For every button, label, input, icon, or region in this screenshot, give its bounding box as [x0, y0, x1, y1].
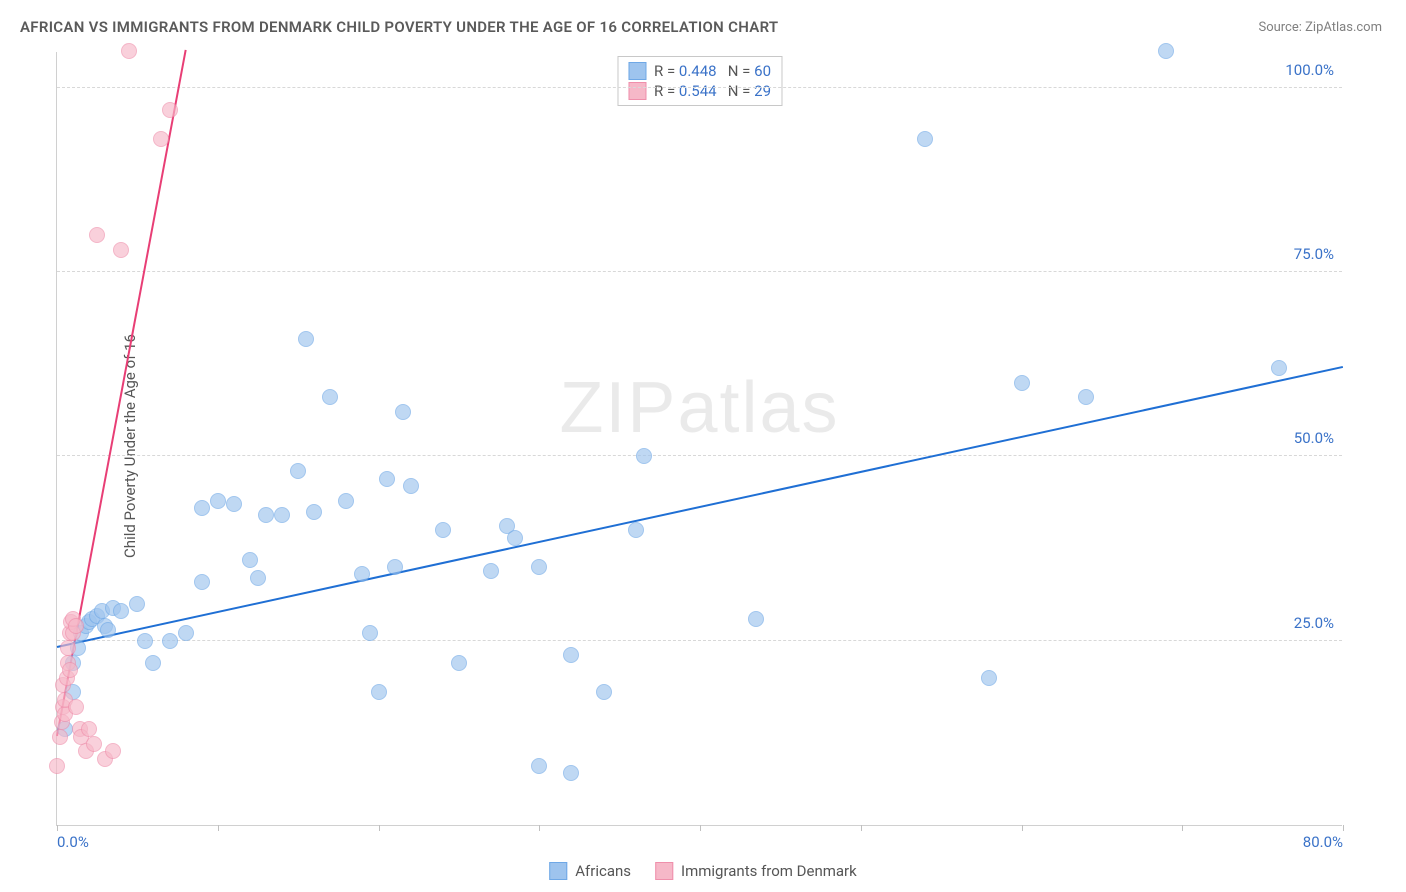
data-point: [68, 618, 84, 634]
stats-legend-row: R = 0.448 N = 60: [628, 61, 771, 81]
legend-label: Africans: [575, 862, 631, 880]
data-point: [435, 522, 451, 538]
x-tick-label: 0.0%: [57, 833, 89, 851]
legend-stats-text: R = 0.448 N = 60: [654, 62, 771, 80]
data-point: [298, 331, 314, 347]
data-point: [60, 640, 76, 656]
data-point: [68, 699, 84, 715]
data-point: [1078, 389, 1094, 405]
data-point: [250, 570, 266, 586]
data-point: [507, 530, 523, 546]
x-tick-label: 80.0%: [1303, 833, 1343, 851]
data-point: [100, 622, 116, 638]
data-point: [1158, 43, 1174, 59]
data-point: [362, 625, 378, 641]
data-point: [162, 633, 178, 649]
data-point: [628, 522, 644, 538]
gridline-h: [57, 455, 1342, 456]
data-point: [379, 471, 395, 487]
data-point: [105, 743, 121, 759]
data-point: [258, 507, 274, 523]
x-tick: [57, 825, 58, 831]
data-point: [636, 448, 652, 464]
data-point: [290, 463, 306, 479]
data-point: [113, 242, 129, 258]
data-point: [531, 758, 547, 774]
legend-label: Immigrants from Denmark: [681, 862, 857, 880]
data-point: [403, 478, 419, 494]
data-point: [981, 670, 997, 686]
data-point: [306, 504, 322, 520]
data-point: [129, 596, 145, 612]
x-tick: [218, 825, 219, 831]
data-point: [242, 552, 258, 568]
data-point: [596, 684, 612, 700]
data-point: [145, 655, 161, 671]
data-point: [371, 684, 387, 700]
data-point: [274, 507, 290, 523]
data-point: [89, 227, 105, 243]
legend-swatch: [549, 862, 567, 880]
chart-title: AFRICAN VS IMMIGRANTS FROM DENMARK CHILD…: [20, 18, 778, 36]
data-point: [917, 131, 933, 147]
data-point: [49, 758, 65, 774]
data-point: [563, 765, 579, 781]
data-point: [226, 496, 242, 512]
legend-swatch: [655, 862, 673, 880]
gridline-h: [57, 640, 1342, 641]
data-point: [178, 625, 194, 641]
y-tick-label: 50.0%: [1294, 429, 1334, 447]
scatter-plot: ZIPatlas R = 0.448 N = 60 R = 0.544 N = 2…: [56, 52, 1342, 826]
data-point: [395, 404, 411, 420]
data-point: [563, 647, 579, 663]
legend-stats-text: R = 0.544 N = 29: [654, 82, 771, 100]
data-point: [137, 633, 153, 649]
x-tick: [1182, 825, 1183, 831]
data-point: [153, 131, 169, 147]
data-point: [86, 736, 102, 752]
x-tick: [539, 825, 540, 831]
data-point: [483, 563, 499, 579]
x-tick: [1343, 825, 1344, 831]
stats-legend-row: R = 0.544 N = 29: [628, 81, 771, 101]
data-point: [387, 559, 403, 575]
data-point: [531, 559, 547, 575]
data-point: [52, 729, 68, 745]
data-point: [748, 611, 764, 627]
legend-item: Africans: [549, 862, 631, 880]
data-point: [1014, 375, 1030, 391]
legend-item: Immigrants from Denmark: [655, 862, 857, 880]
y-tick-label: 100.0%: [1285, 61, 1334, 79]
data-point: [322, 389, 338, 405]
data-point: [81, 721, 97, 737]
trendline-africans: [57, 366, 1343, 648]
data-point: [113, 603, 129, 619]
x-tick: [700, 825, 701, 831]
data-point: [338, 493, 354, 509]
data-point: [62, 662, 78, 678]
data-point: [1271, 360, 1287, 376]
source-label: Source: ZipAtlas.com: [1258, 20, 1382, 35]
y-tick-label: 75.0%: [1294, 245, 1334, 263]
series-legend: Africans Immigrants from Denmark: [549, 862, 857, 880]
data-point: [451, 655, 467, 671]
data-point: [194, 500, 210, 516]
x-tick: [1022, 825, 1023, 831]
y-tick-label: 25.0%: [1294, 614, 1334, 632]
legend-swatch: [628, 62, 646, 80]
stats-legend: R = 0.448 N = 60 R = 0.544 N = 29: [617, 56, 782, 106]
gridline-h: [57, 87, 1342, 88]
data-point: [210, 493, 226, 509]
gridline-h: [57, 271, 1342, 272]
data-point: [354, 566, 370, 582]
x-tick: [379, 825, 380, 831]
data-point: [121, 43, 137, 59]
legend-swatch: [628, 82, 646, 100]
x-tick: [861, 825, 862, 831]
watermark: ZIPatlas: [559, 367, 839, 449]
data-point: [162, 102, 178, 118]
data-point: [194, 574, 210, 590]
